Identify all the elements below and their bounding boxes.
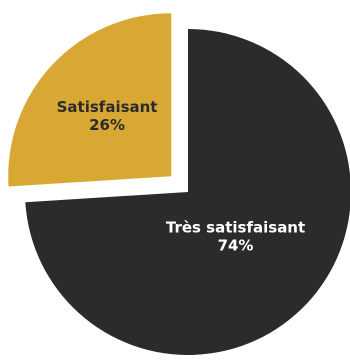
slices-layer: [8, 13, 350, 355]
pie-slice-satisfaisant: [8, 13, 172, 187]
pie-slice-tr-s-satisfaisant: [25, 29, 350, 355]
slice-label: Très satisfaisant: [166, 219, 305, 237]
slice-value-label: 26%: [89, 116, 125, 134]
slice-value-label: 74%: [218, 237, 254, 255]
slice-label: Satisfaisant: [57, 98, 158, 116]
